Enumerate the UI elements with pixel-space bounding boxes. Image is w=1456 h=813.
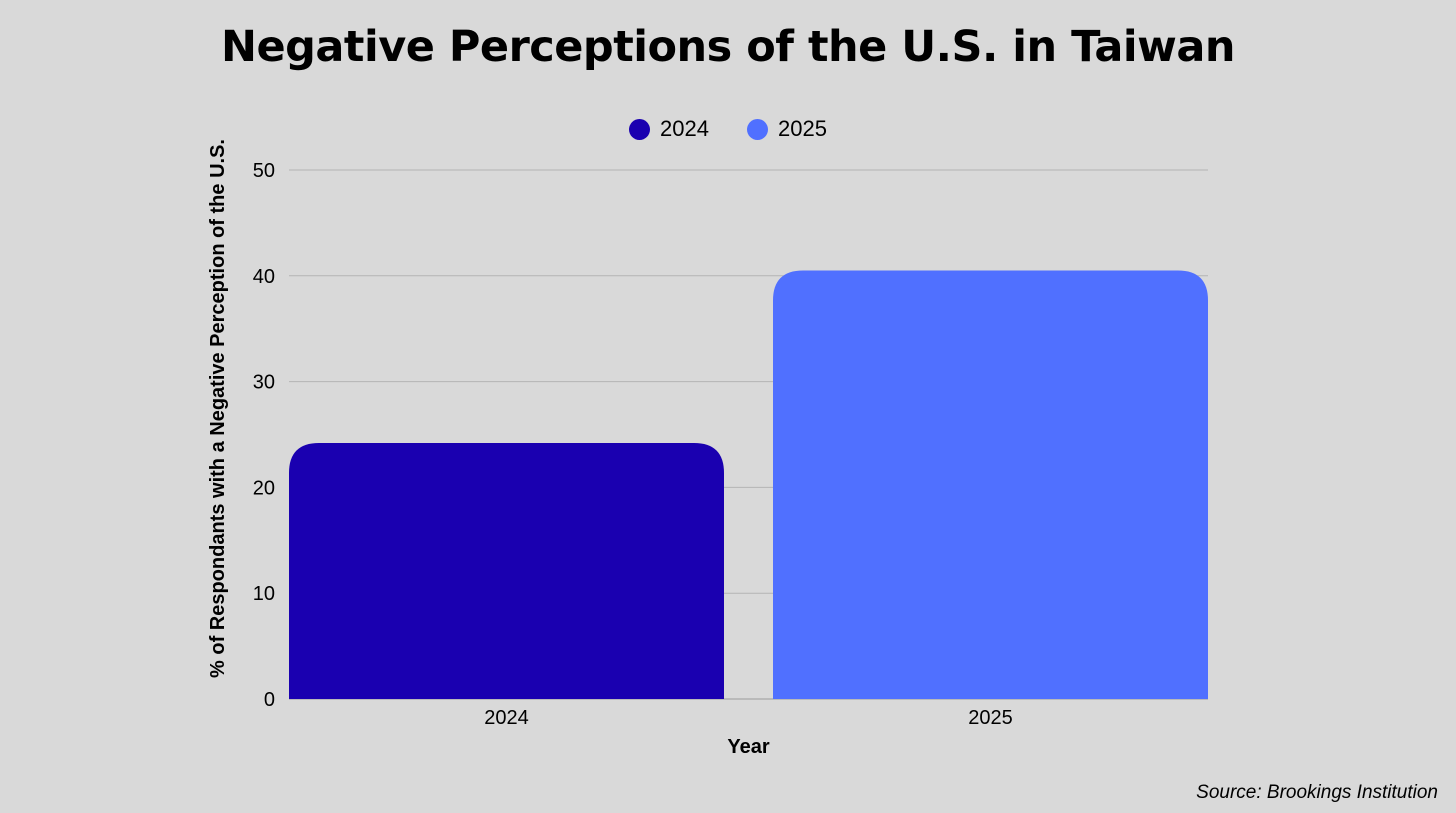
- x-tick-label-2024: 2024: [484, 707, 529, 729]
- chart-legend: 2024 2025: [0, 116, 1456, 142]
- bar-2024: [289, 442, 724, 699]
- x-tick-label-2025: 2025: [968, 707, 1013, 729]
- y-tick-label-30: 30: [253, 372, 275, 394]
- legend-swatch-2025: [747, 118, 768, 140]
- legend-label-2025: 2025: [778, 116, 827, 141]
- chart-title: Negative Perceptions of the U.S. in Taiw…: [220, 22, 1236, 72]
- y-axis-label: % of Respondants with a Negative Percept…: [207, 139, 229, 678]
- y-tick-label-20: 20: [253, 477, 275, 499]
- bar-2025: [773, 270, 1208, 699]
- legend-label-2024: 2024: [660, 116, 709, 141]
- legend-swatch-2024: [629, 118, 651, 140]
- y-tick-label-50: 50: [253, 160, 275, 182]
- y-tick-label-10: 10: [253, 583, 275, 605]
- y-tick-label-40: 40: [253, 266, 275, 288]
- legend-item-2025: 2025: [747, 116, 827, 142]
- source-note: Source: Brookings Institution: [1196, 782, 1438, 803]
- legend-item-2024: 2024: [629, 116, 709, 142]
- x-axis-label: Year: [727, 736, 769, 758]
- y-tick-label-0: 0: [264, 689, 275, 711]
